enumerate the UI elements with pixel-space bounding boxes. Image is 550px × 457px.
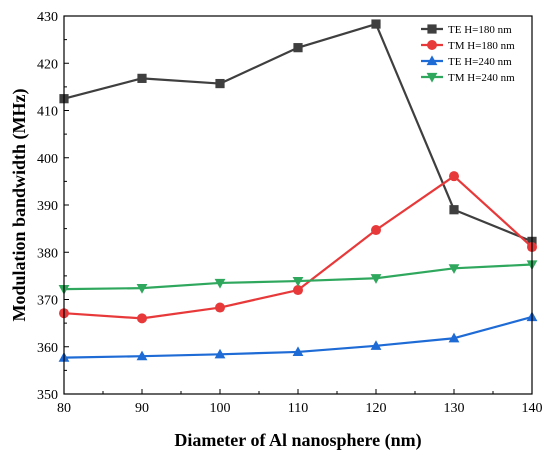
legend-marker (427, 40, 437, 50)
legend-marker (426, 55, 438, 66)
x-tick-label: 90 (135, 401, 149, 416)
y-tick-label: 380 (37, 246, 58, 261)
legend-label: TM H=240 nm (448, 72, 515, 84)
data-point (448, 264, 460, 274)
data-point (292, 346, 304, 357)
data-point (214, 348, 226, 359)
data-point (215, 78, 225, 89)
legend-item: TE H=240 nm (421, 55, 512, 68)
x-tick-label: 130 (444, 401, 465, 416)
data-point (448, 332, 460, 343)
y-tick-label: 360 (37, 341, 58, 356)
data-point (136, 284, 148, 294)
data-point (449, 171, 459, 182)
legend-item: TM H=240 nm (421, 72, 515, 84)
x-axis-title: Diameter of Al nanosphere (nm) (174, 430, 421, 451)
y-tick-label: 350 (37, 388, 58, 403)
legend-marker (427, 24, 437, 34)
y-axis: 350 360 370 380 390 400 410 420 430 (37, 10, 69, 403)
y-tick-label: 410 (37, 105, 58, 120)
x-tick-label: 120 (366, 401, 387, 416)
y-tick-label: 420 (37, 57, 58, 72)
data-point (214, 278, 226, 289)
x-tick-label: 140 (522, 401, 543, 416)
series-3 (58, 311, 538, 362)
x-tick-label: 100 (210, 401, 231, 416)
legend-item: TM H=180 nm (421, 40, 515, 52)
x-tick-label: 110 (288, 401, 308, 416)
y-tick-label: 430 (37, 10, 58, 25)
data-point (137, 313, 147, 324)
data-point (137, 73, 147, 83)
y-axis-title: Modulation bandwidth (MHz) (9, 88, 30, 321)
x-axis: 80 90 100 110 120 130 140 (57, 389, 543, 416)
x-tick-label: 80 (57, 401, 71, 416)
data-point (449, 205, 459, 215)
data-point (293, 285, 303, 296)
series-line (63, 175, 533, 320)
legend-label: TM H=180 nm (448, 40, 515, 52)
data-point (136, 350, 148, 361)
data-point (371, 19, 381, 29)
data-point (293, 43, 303, 53)
y-tick-label: 370 (37, 294, 58, 309)
y-tick-label: 400 (37, 152, 58, 167)
legend: TE H=180 nm TM H=180 nm TE H=240 nm TM H=24… (421, 24, 515, 84)
series-layer (58, 19, 538, 362)
legend-marker (426, 72, 438, 83)
data-point (215, 302, 225, 313)
data-point (370, 274, 382, 284)
legend-item: TE H=180 nm (421, 24, 512, 36)
series-1 (59, 19, 537, 246)
legend-label: TE H=180 nm (448, 24, 512, 36)
data-point (292, 276, 304, 287)
y-tick-label: 390 (37, 199, 58, 214)
legend-label: TE H=240 nm (448, 56, 512, 68)
data-point (371, 225, 381, 236)
series-2 (59, 171, 537, 324)
data-point (370, 340, 382, 350)
